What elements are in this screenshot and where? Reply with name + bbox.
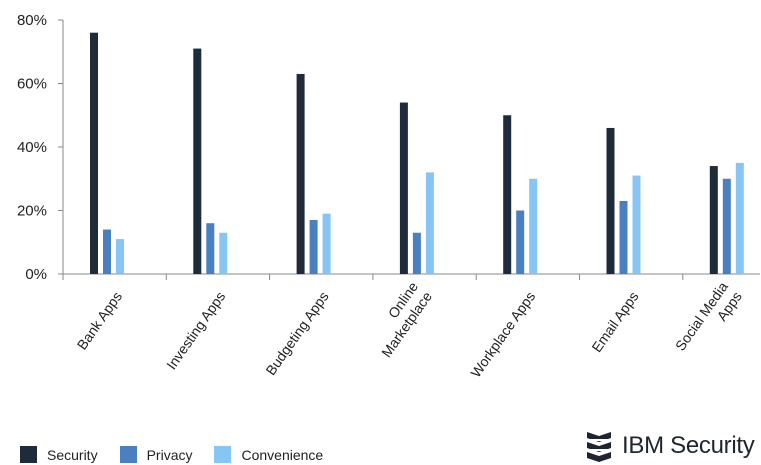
legend-label-security: Security [47, 446, 98, 463]
brand-text: IBM Security [622, 432, 755, 459]
bar-chart: 0% 20% 40% 60% 80% Bank Apps Investing Apps Bud… [17, 12, 760, 381]
x-category-label-line: Investing Apps [163, 289, 228, 373]
bar-security-1 [90, 32, 98, 275]
x-category-label: Workplace Apps [467, 289, 538, 381]
bar-privacy-3 [309, 220, 318, 274]
bar-security-3 [296, 73, 305, 274]
bar-security-2 [193, 48, 202, 275]
x-category-label-line: Workplace Apps [467, 289, 538, 381]
y-tick-label: 80% [17, 12, 47, 29]
legend-label-convenience: Convenience [241, 446, 324, 463]
bar-privacy-2 [206, 223, 215, 274]
y-tick-label: 60% [17, 76, 47, 93]
bar-convenience-4 [425, 172, 434, 274]
x-category-label-line: Bank Apps [74, 289, 126, 353]
bar-security-4 [399, 102, 408, 274]
x-category-label-line: Email Apps [588, 289, 641, 356]
legend-swatch-security [20, 446, 37, 463]
bar-convenience-6 [632, 175, 641, 274]
bar-privacy-7 [722, 178, 731, 274]
legend-item-convenience: Convenience [214, 446, 323, 463]
chart-legend: Security Privacy Convenience [20, 446, 345, 463]
legend-label-privacy: Privacy [146, 446, 193, 463]
legend-item-security: Security [20, 446, 98, 463]
bar-convenience-3 [322, 213, 331, 274]
x-category-label-line: Budgeting Apps [262, 289, 331, 379]
ibm-security-logo-icon [584, 432, 614, 462]
x-category-label: Investing Apps [163, 289, 228, 373]
bar-privacy-5 [516, 210, 525, 274]
x-category-label: Budgeting Apps [262, 289, 331, 379]
y-tick-label: 40% [17, 139, 47, 156]
bar-convenience-7 [735, 162, 744, 274]
bar-convenience-1 [116, 239, 124, 274]
bar-privacy-1 [103, 229, 111, 274]
x-category-label: Social MediaApps [672, 279, 745, 364]
bar-security-5 [503, 115, 512, 274]
bar-security-6 [606, 127, 615, 274]
x-category-label: Bank Apps [74, 289, 126, 353]
y-tick-label: 20% [17, 203, 47, 220]
x-category-label: OnlineMarketplace [364, 279, 435, 361]
legend-swatch-convenience [214, 446, 232, 463]
legend-item-privacy: Privacy [119, 446, 193, 463]
x-category-label: Email Apps [588, 289, 641, 356]
bar-convenience-5 [529, 178, 538, 274]
bar-privacy-6 [619, 200, 628, 274]
bar-convenience-2 [219, 232, 228, 274]
ibm-security-brand: IBM Security [584, 430, 755, 462]
bar-security-7 [709, 166, 718, 274]
legend-swatch-privacy [119, 446, 137, 463]
bar-privacy-4 [412, 232, 421, 274]
y-tick-label: 0% [25, 266, 47, 283]
